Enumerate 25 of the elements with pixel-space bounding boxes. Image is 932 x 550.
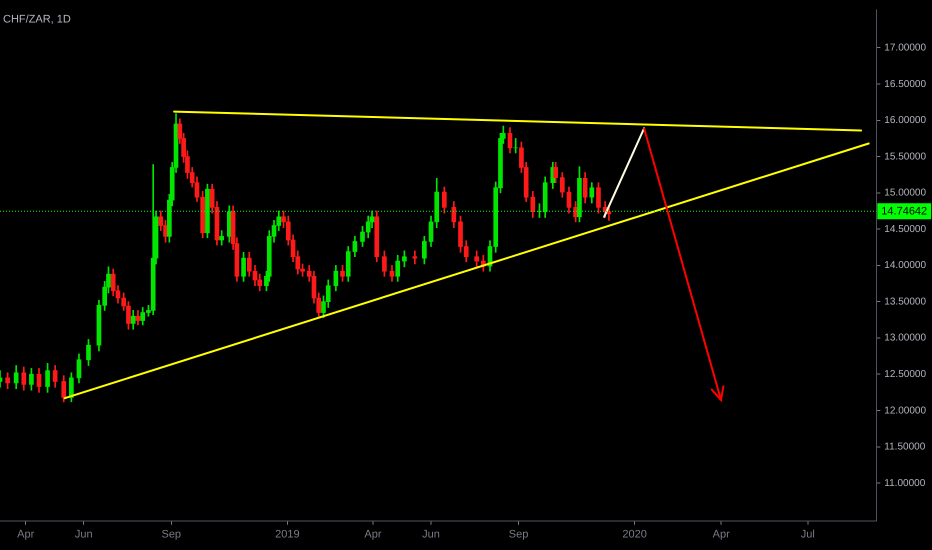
x-tick-label: Jun [74, 528, 93, 540]
y-tick-label: 16.50000 [884, 78, 926, 90]
x-tick-label: Sep [161, 528, 182, 540]
y-tick-label: 15.50000 [884, 151, 926, 162]
y-tick-label: 13.00000 [884, 332, 926, 344]
y-tick-label: 12.50000 [884, 368, 926, 380]
x-tick-label: Apr [17, 528, 35, 540]
chart-title: CHF/ZAR, 1D [3, 14, 71, 26]
x-tick-label: Jun [422, 528, 440, 540]
x-tick-label: Sep [508, 528, 528, 540]
y-tick-label: 17.00000 [884, 42, 926, 54]
x-tick-label: Apr [712, 528, 730, 540]
ref-line-label: 14.74642 [881, 205, 928, 218]
y-tick-label: 15.00000 [884, 188, 926, 199]
y-tick-label: 14.00000 [884, 260, 926, 272]
y-tick-label: 16.00000 [884, 115, 926, 126]
y-tick-label: 13.50000 [884, 296, 926, 308]
x-tick-label: Jul [800, 528, 815, 540]
y-tick-label: 12.00000 [884, 405, 926, 416]
y-tick-label: 14.50000 [884, 224, 926, 235]
x-tick-label: Apr [364, 528, 382, 540]
x-tick-label: 2019 [275, 528, 300, 540]
x-tick-label: 2020 [622, 528, 647, 540]
y-tick-label: 11.50000 [884, 442, 926, 453]
y-tick-label: 11.00000 [884, 478, 926, 489]
